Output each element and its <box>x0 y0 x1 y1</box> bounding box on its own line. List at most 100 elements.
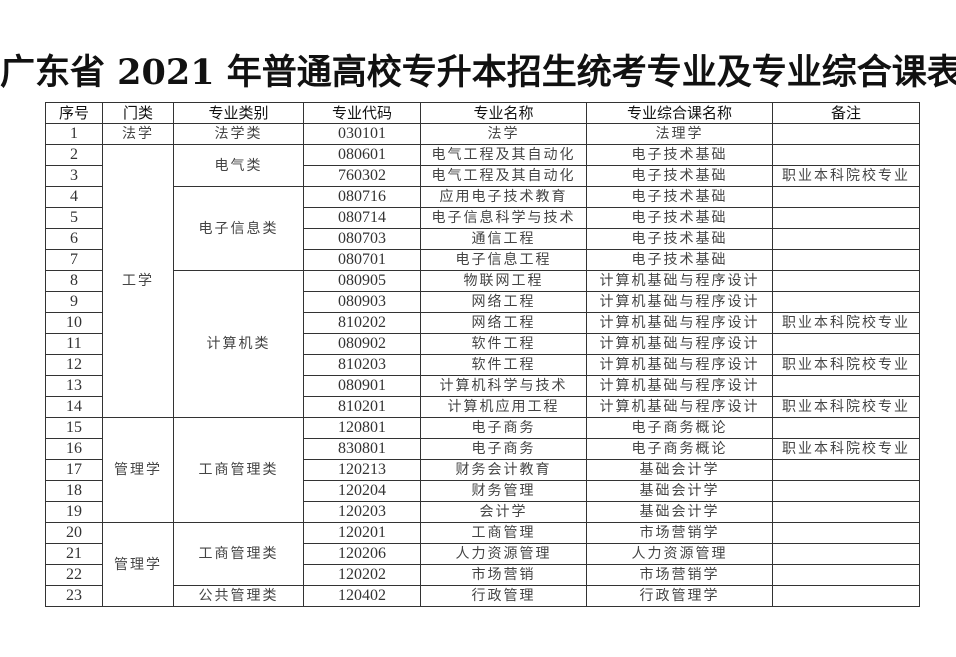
note <box>772 249 920 271</box>
row-index: 9 <box>45 291 103 313</box>
header-index: 序号 <box>45 102 103 124</box>
table-row: 4 电子信息类 080716 应用电子技术教育 电子技术基础 <box>45 186 920 271</box>
row-index: 15 <box>45 417 103 439</box>
major-code: 030101 <box>303 123 421 145</box>
course-name: 法理学 <box>586 123 773 145</box>
header-major-code: 专业代码 <box>303 102 421 124</box>
major-name: 市场营销 <box>420 564 587 586</box>
major-code: 080905 <box>303 270 421 292</box>
note: 职业本科院校专业 <box>772 165 920 187</box>
major-name: 计算机科学与技术 <box>420 375 587 397</box>
note <box>772 291 920 313</box>
major-code: 120204 <box>303 480 421 502</box>
course-name: 电子商务概论 <box>586 417 773 439</box>
note <box>772 459 920 481</box>
major-code: 120203 <box>303 501 421 523</box>
course-name: 计算机基础与程序设计 <box>586 396 773 418</box>
row-index: 10 <box>45 312 103 334</box>
note <box>772 270 920 292</box>
major-name: 电子商务 <box>420 438 587 460</box>
major-code: 080903 <box>303 291 421 313</box>
table-row: 2 工学 电气类 080601 电气工程及其自动化 电子技术基础 <box>45 144 920 418</box>
course-name: 电子技术基础 <box>586 165 773 187</box>
major-code: 080901 <box>303 375 421 397</box>
row-index: 13 <box>45 375 103 397</box>
major-code: 120402 <box>303 585 421 607</box>
major-name: 软件工程 <box>420 354 587 376</box>
course-name: 电子技术基础 <box>586 144 773 166</box>
row-index: 14 <box>45 396 103 418</box>
table-row: 20 管理学 工商管理类 120201 工商管理 市场营销学 <box>45 522 920 607</box>
major-name: 工商管理 <box>420 522 587 544</box>
major-name: 电气工程及其自动化 <box>420 144 587 166</box>
major-code: 810202 <box>303 312 421 334</box>
row-index: 20 <box>45 522 103 544</box>
row-index: 3 <box>45 165 103 187</box>
note <box>772 543 920 565</box>
course-name: 计算机基础与程序设计 <box>586 270 773 292</box>
major-type-cell: 公共管理类 <box>173 585 304 607</box>
table-row: 17 120213 财务会计教育 基础会计学 <box>45 459 920 481</box>
note <box>772 585 920 607</box>
major-code: 810201 <box>303 396 421 418</box>
note <box>772 228 920 250</box>
category-cell: 法学 <box>102 123 174 145</box>
major-type-cell: 电子信息类 <box>173 186 304 271</box>
course-name: 电子商务概论 <box>586 438 773 460</box>
row-index: 17 <box>45 459 103 481</box>
course-name: 计算机基础与程序设计 <box>586 375 773 397</box>
course-name: 行政管理学 <box>586 585 773 607</box>
category-cell: 管理学 <box>102 417 174 523</box>
note <box>772 375 920 397</box>
row-index: 5 <box>45 207 103 229</box>
course-name: 人力资源管理 <box>586 543 773 565</box>
table-row: 1 法学 法学类 030101 法学 法理学 <box>45 123 920 145</box>
table-row: 18 120204 财务管理 基础会计学 <box>45 480 920 502</box>
major-name: 电子信息科学与技术 <box>420 207 587 229</box>
major-code: 080701 <box>303 249 421 271</box>
note: 职业本科院校专业 <box>772 312 920 334</box>
major-name: 电子商务 <box>420 417 587 439</box>
note <box>772 144 920 166</box>
major-name: 财务管理 <box>420 480 587 502</box>
major-code: 080601 <box>303 144 421 166</box>
major-type-cell: 电气类 <box>173 144 304 187</box>
note: 职业本科院校专业 <box>772 396 920 418</box>
row-index: 8 <box>45 270 103 292</box>
major-type-cell: 计算机类 <box>173 270 304 418</box>
row-index: 16 <box>45 438 103 460</box>
note <box>772 417 920 439</box>
table-row: 19 120203 会计学 基础会计学 <box>45 501 920 523</box>
major-code: 120202 <box>303 564 421 586</box>
note <box>772 123 920 145</box>
major-name: 软件工程 <box>420 333 587 355</box>
note <box>772 333 920 355</box>
major-name: 应用电子技术教育 <box>420 186 587 208</box>
row-index: 23 <box>45 585 103 607</box>
row-index: 1 <box>45 123 103 145</box>
course-name: 电子技术基础 <box>586 249 773 271</box>
header-major-name: 专业名称 <box>420 102 587 124</box>
major-name: 法学 <box>420 123 587 145</box>
header-category: 门类 <box>102 102 174 124</box>
note <box>772 480 920 502</box>
note: 职业本科院校专业 <box>772 354 920 376</box>
major-type-cell: 法学类 <box>173 123 304 145</box>
course-name: 电子技术基础 <box>586 228 773 250</box>
majors-table: 序号 门类 专业类别 专业代码 专业名称 专业综合课名称 备注 1 法学 法学类 03… <box>45 102 920 607</box>
course-name: 电子技术基础 <box>586 207 773 229</box>
major-name: 通信工程 <box>420 228 587 250</box>
major-name: 计算机应用工程 <box>420 396 587 418</box>
note <box>772 501 920 523</box>
row-index: 18 <box>45 480 103 502</box>
major-code: 080716 <box>303 186 421 208</box>
note <box>772 186 920 208</box>
major-name: 物联网工程 <box>420 270 587 292</box>
table-row: 8 计算机类 080905 物联网工程 计算机基础与程序设计 <box>45 270 920 418</box>
table-row: 16 830801 电子商务 电子商务概论 职业本科院校专业 <box>45 438 920 460</box>
row-index: 22 <box>45 564 103 586</box>
note <box>772 207 920 229</box>
major-code: 830801 <box>303 438 421 460</box>
note <box>772 522 920 544</box>
row-index: 7 <box>45 249 103 271</box>
